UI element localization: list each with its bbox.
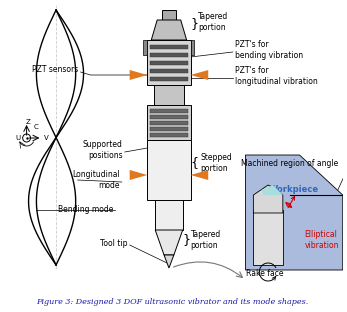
Text: C: C [33, 124, 38, 130]
Text: PZT's for
longitudinal vibration: PZT's for longitudinal vibration [235, 66, 318, 86]
FancyBboxPatch shape [150, 77, 188, 81]
FancyBboxPatch shape [150, 133, 188, 137]
Polygon shape [261, 185, 283, 195]
Text: Machined region of angle: Machined region of angle [240, 158, 338, 168]
Text: }: } [191, 17, 198, 31]
Polygon shape [246, 155, 343, 270]
FancyBboxPatch shape [150, 53, 188, 57]
FancyBboxPatch shape [147, 140, 191, 200]
Text: Stepped
portion: Stepped portion [200, 153, 232, 173]
FancyBboxPatch shape [154, 85, 184, 105]
Text: PZT sensors: PZT sensors [32, 66, 79, 75]
FancyBboxPatch shape [147, 105, 191, 140]
FancyBboxPatch shape [253, 210, 283, 265]
Text: Tapered
portion: Tapered portion [191, 230, 221, 250]
FancyBboxPatch shape [150, 45, 188, 49]
Polygon shape [130, 70, 147, 80]
Text: Elliptical
vibration: Elliptical vibration [304, 230, 339, 250]
FancyBboxPatch shape [150, 121, 188, 125]
FancyBboxPatch shape [162, 10, 176, 20]
Text: Tool tip: Tool tip [100, 240, 128, 248]
Polygon shape [191, 170, 208, 180]
Text: }: } [183, 233, 191, 246]
FancyBboxPatch shape [150, 115, 188, 119]
Text: Figure 3: Designed 3 DOF ultrasonic vibrator and its mode shapes.: Figure 3: Designed 3 DOF ultrasonic vibr… [36, 298, 308, 306]
Text: Longitudinal
mode: Longitudinal mode [72, 170, 120, 190]
Text: Bending mode: Bending mode [58, 206, 113, 215]
FancyBboxPatch shape [150, 61, 188, 65]
Text: {: { [191, 157, 198, 169]
Text: Tapered
portion: Tapered portion [198, 12, 229, 32]
FancyBboxPatch shape [147, 40, 191, 85]
Polygon shape [253, 185, 283, 213]
Polygon shape [191, 70, 208, 80]
Text: Rake face: Rake face [246, 269, 284, 278]
FancyBboxPatch shape [150, 69, 188, 73]
Polygon shape [130, 170, 147, 180]
FancyBboxPatch shape [191, 40, 194, 55]
Polygon shape [151, 20, 187, 40]
Text: U: U [16, 135, 21, 141]
Polygon shape [164, 255, 174, 268]
Text: PZT's for
bending vibration: PZT's for bending vibration [235, 40, 303, 60]
FancyBboxPatch shape [143, 40, 147, 55]
FancyBboxPatch shape [150, 109, 188, 113]
Text: Z: Z [25, 119, 30, 125]
FancyBboxPatch shape [155, 200, 183, 230]
FancyBboxPatch shape [150, 127, 188, 131]
Text: Supported
positions: Supported positions [83, 140, 123, 160]
Polygon shape [155, 230, 183, 255]
Text: V: V [44, 135, 49, 141]
Text: Workpiece: Workpiece [269, 186, 319, 194]
